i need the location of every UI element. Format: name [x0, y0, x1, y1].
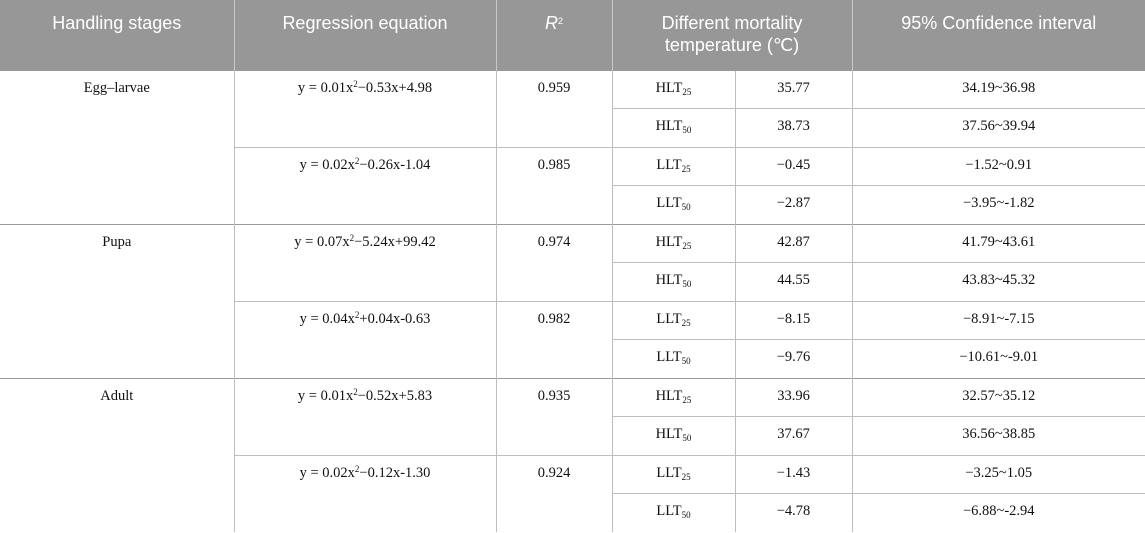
- temp-cell: 38.73: [734, 108, 852, 147]
- header-confidence-interval: 95% Confidence interval: [851, 0, 1145, 70]
- equation-cell: y = 0.01x2−0.52x+5.83: [233, 377, 496, 455]
- r2-cell: 0.985: [495, 146, 612, 224]
- header-regression-equation: Regression equation: [233, 0, 496, 70]
- lt-cell: HLT25: [611, 377, 735, 417]
- ci-cell: −6.88~-2.94: [851, 493, 1145, 532]
- lt-cell: LLT25: [611, 300, 735, 340]
- lt-cell: HLT25: [611, 223, 735, 263]
- lt-cell: LLT25: [611, 454, 735, 494]
- table-body: Egg–larvae y = 0.01x2−0.53x+4.98 0.959 H…: [0, 69, 1145, 532]
- lt-cell: LLT50: [611, 339, 735, 378]
- ci-cell: −3.95~-1.82: [851, 185, 1145, 224]
- temp-cell: −0.45: [734, 146, 852, 186]
- table-row: HLT50 37.67 36.56~38.85: [0, 416, 1145, 455]
- table-row: y = 0.04x2+0.04x-0.63 0.982 LLT25 −8.15 …: [0, 300, 1145, 378]
- header-handling-stages: Handling stages: [0, 0, 234, 70]
- table-row: LLT50 −4.78 −6.88~-2.94: [0, 493, 1145, 532]
- table-row: Adult y = 0.01x2−0.52x+5.83 0.935 HLT25 …: [0, 377, 1145, 532]
- equation-cell: y = 0.04x2+0.04x-0.63: [233, 300, 496, 378]
- temp-cell: 44.55: [734, 262, 852, 301]
- lt-cell: HLT50: [611, 262, 735, 301]
- lt-cell: LLT25: [611, 146, 735, 186]
- r2-cell: 0.982: [495, 300, 612, 378]
- r2-cell: 0.974: [495, 223, 612, 301]
- stage-cell: Egg–larvae: [0, 69, 234, 224]
- ci-cell: 43.83~45.32: [851, 262, 1145, 301]
- equation-cell: y = 0.02x2−0.12x-1.30: [233, 454, 496, 532]
- table-row: LLT50 −9.76 −10.61~-9.01: [0, 339, 1145, 378]
- header-mortality-temperature: Different mortality temperature (℃): [611, 0, 852, 70]
- table-row: y = 0.02x2−0.12x-1.30 0.924 LLT25 −1.43 …: [0, 454, 1145, 532]
- temp-cell: 42.87: [734, 223, 852, 263]
- table-row: LLT50 −2.87 −3.95~-1.82: [0, 185, 1145, 224]
- r-superscript: 2: [557, 16, 563, 26]
- ci-cell: 34.19~36.98: [851, 69, 1145, 109]
- ci-cell: −3.25~1.05: [851, 454, 1145, 494]
- lt-cell: HLT50: [611, 108, 735, 147]
- stage-cell: Pupa: [0, 223, 234, 378]
- temp-cell: −4.78: [734, 493, 852, 532]
- table-row: Egg–larvae y = 0.01x2−0.53x+4.98 0.959 H…: [0, 69, 1145, 224]
- ci-cell: 32.57~35.12: [851, 377, 1145, 417]
- temp-cell: −9.76: [734, 339, 852, 378]
- table-row: HLT50 38.73 37.56~39.94: [0, 108, 1145, 147]
- table-row: HLT50 44.55 43.83~45.32: [0, 262, 1145, 301]
- table-row: y = 0.02x2−0.26x-1.04 0.985 LLT25 −0.45 …: [0, 146, 1145, 224]
- stage-cell: Adult: [0, 377, 234, 532]
- equation-cell: y = 0.07x2−5.24x+99.42: [233, 223, 496, 301]
- header-r-squared: R2: [495, 0, 612, 70]
- r2-cell: 0.935: [495, 377, 612, 455]
- temp-cell: −8.15: [734, 300, 852, 340]
- temp-cell: 35.77: [734, 69, 852, 109]
- table-row: Pupa y = 0.07x2−5.24x+99.42 0.974 HLT25 …: [0, 223, 1145, 378]
- ci-cell: 37.56~39.94: [851, 108, 1145, 147]
- temp-cell: −1.43: [734, 454, 852, 494]
- lt-cell: HLT25: [611, 69, 735, 109]
- equation-cell: y = 0.01x2−0.53x+4.98: [233, 69, 496, 147]
- temp-cell: 33.96: [734, 377, 852, 417]
- r-symbol: R: [544, 13, 558, 33]
- ci-cell: −8.91~-7.15: [851, 300, 1145, 340]
- lt-cell: HLT50: [611, 416, 735, 455]
- ci-cell: 36.56~38.85: [851, 416, 1145, 455]
- lt-cell: LLT50: [611, 493, 735, 532]
- lt-cell: LLT50: [611, 185, 735, 224]
- r2-cell: 0.924: [495, 454, 612, 532]
- r2-cell: 0.959: [495, 69, 612, 147]
- ci-cell: −10.61~-9.01: [851, 339, 1145, 378]
- ci-cell: −1.52~0.91: [851, 146, 1145, 186]
- temp-cell: 37.67: [734, 416, 852, 455]
- table-header: Handling stages Regression equation R2 D…: [0, 0, 1145, 70]
- ci-cell: 41.79~43.61: [851, 223, 1145, 263]
- equation-cell: y = 0.02x2−0.26x-1.04: [233, 146, 496, 224]
- temp-cell: −2.87: [734, 185, 852, 224]
